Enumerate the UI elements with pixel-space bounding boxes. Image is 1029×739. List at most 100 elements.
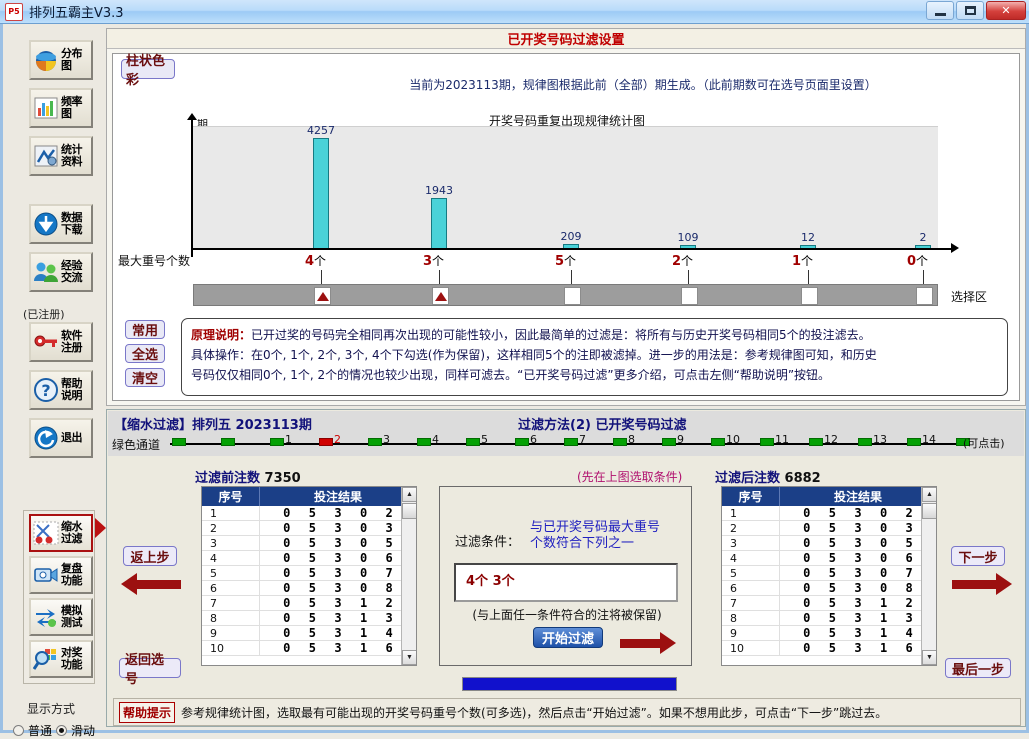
table-row[interactable]: 8 0 5 3 1 3 xyxy=(202,611,416,626)
condition-input[interactable]: 4个 3个 xyxy=(454,563,678,602)
next-step-button[interactable]: 下一步 xyxy=(951,546,1005,566)
selection-checkbox-4[interactable] xyxy=(314,287,331,305)
selection-checkbox-5[interactable] xyxy=(564,287,581,305)
sidebar-item-statistics[interactable]: 统计 资料 xyxy=(29,136,93,176)
scrollbar-thumb[interactable] xyxy=(402,503,416,519)
x-tick-0: 0个 xyxy=(907,254,929,269)
channel-node-13[interactable] xyxy=(858,438,872,446)
digit: 1 xyxy=(879,641,888,655)
table-row[interactable]: 9 0 5 3 1 4 xyxy=(202,626,416,641)
selection-checkbox-3[interactable] xyxy=(432,287,449,305)
chart-container: 柱状色彩 当前为2023113期，规律图根据此前（全部）期生成。（此前期数可在选… xyxy=(112,53,1020,401)
table-row[interactable]: 6 0 5 3 0 8 xyxy=(202,581,416,596)
prev-step-button[interactable]: 返上步 xyxy=(123,546,177,566)
sidebar-item-exit[interactable]: 退出 xyxy=(29,418,93,458)
clear-button[interactable]: 清空 xyxy=(125,368,165,387)
table-row[interactable]: 6 0 5 3 0 8 xyxy=(722,581,936,596)
selection-checkbox-1[interactable] xyxy=(801,287,818,305)
table-row[interactable]: 2 0 5 3 0 3 xyxy=(202,521,416,536)
vertical-scrollbar[interactable]: ▲ ▼ xyxy=(921,487,936,665)
channel-node-8[interactable] xyxy=(613,438,627,446)
bar-color-button[interactable]: 柱状色彩 xyxy=(121,54,175,88)
table-row[interactable]: 5 0 5 3 0 7 xyxy=(202,566,416,581)
before-filter-count: 7350 xyxy=(264,471,301,486)
channel-node-14[interactable] xyxy=(907,438,921,446)
digit: 0 xyxy=(803,566,811,580)
table-row[interactable]: 3 0 5 3 0 5 xyxy=(722,536,936,551)
table-row[interactable]: 10 0 5 3 1 6 xyxy=(722,641,936,656)
sidebar-item-download[interactable]: 数据 下载 xyxy=(29,204,93,244)
digit: 5 xyxy=(308,506,316,520)
table-row[interactable]: 10 0 5 3 1 6 xyxy=(202,641,416,656)
table-row[interactable]: 5 0 5 3 0 7 xyxy=(722,566,936,581)
channel-node-9[interactable] xyxy=(662,438,676,446)
sidebar-item-simulate[interactable]: 模拟 测试 xyxy=(29,598,93,636)
sidebar-item-help[interactable]: ? 帮助 说明 xyxy=(29,370,93,410)
table-row[interactable]: 7 0 5 3 1 2 xyxy=(722,596,936,611)
radio-sliding[interactable] xyxy=(56,725,68,736)
table-row[interactable]: 1 0 5 3 0 2 xyxy=(722,506,936,521)
close-button[interactable]: ✕ xyxy=(986,1,1026,20)
radio-normal[interactable] xyxy=(13,725,24,736)
scroll-down-icon[interactable]: ▼ xyxy=(402,650,416,665)
channel-node-4[interactable] xyxy=(417,438,431,446)
sidebar-item-replay[interactable]: 复盘 功能 xyxy=(29,556,93,594)
channel-node-7[interactable] xyxy=(564,438,578,446)
last-step-button[interactable]: 最后一步 xyxy=(945,658,1011,678)
radio-sliding-label: 滑动 xyxy=(71,724,96,738)
scroll-down-icon[interactable]: ▼ xyxy=(922,650,936,665)
sidebar-item-prize-check[interactable]: 对奖 功能 xyxy=(29,640,93,678)
channel-node[interactable] xyxy=(221,438,235,446)
channel-node-5[interactable] xyxy=(466,438,480,446)
digit: 0 xyxy=(879,536,888,550)
start-filter-button[interactable]: 开始过滤 xyxy=(533,627,603,648)
before-filter-grid[interactable]: 序号 投注结果 1 0 5 3 0 2 2 0 5 3 0 3 3 0 5 3 0 5 4 0 5 3 0 6 5 0 5 3 0 7 6 0 5 3… xyxy=(201,486,417,666)
channel-node-3[interactable] xyxy=(368,438,382,446)
sidebar-item-frequency[interactable]: 频率 图 xyxy=(29,88,93,128)
cell-digits: 0 5 3 0 7 xyxy=(260,566,416,580)
filter-condition-box: 过滤条件： 与已开奖号码最大重号 个数符合下列之一 4个 3个 (与上面任一条件… xyxy=(439,486,692,666)
table-row[interactable]: 1 0 5 3 0 2 xyxy=(202,506,416,521)
selection-checkbox-2[interactable] xyxy=(681,287,698,305)
table-row[interactable]: 4 0 5 3 0 6 xyxy=(202,551,416,566)
table-row[interactable]: 4 0 5 3 0 6 xyxy=(722,551,936,566)
chart-bar-value: 109 xyxy=(677,231,699,244)
chart-bar[interactable]: 4257 xyxy=(307,124,335,249)
cell-digits: 0 5 3 0 2 xyxy=(780,506,936,520)
select-all-button[interactable]: 全选 xyxy=(125,344,165,363)
sidebar-item-register[interactable]: 软件 注册 xyxy=(29,322,93,362)
scroll-up-icon[interactable]: ▲ xyxy=(922,487,936,502)
selection-checkbox-0[interactable] xyxy=(916,287,933,305)
scrollbar-thumb[interactable] xyxy=(922,503,936,519)
scroll-up-icon[interactable]: ▲ xyxy=(402,487,416,502)
table-row[interactable]: 3 0 5 3 0 5 xyxy=(202,536,416,551)
table-row[interactable]: 9 0 5 3 1 4 xyxy=(722,626,936,641)
channel-node-6[interactable] xyxy=(515,438,529,446)
table-row[interactable]: 2 0 5 3 0 3 xyxy=(722,521,936,536)
chart-bar[interactable]: 1943 xyxy=(425,184,453,249)
common-button[interactable]: 常用 xyxy=(125,320,165,339)
after-filter-grid[interactable]: 序号 投注结果 1 0 5 3 0 2 2 0 5 3 0 3 3 0 5 3 0 5 4 0 5 3 0 6 5 0 5 3 0 7 6 0 5 3… xyxy=(721,486,937,666)
sidebar-item-label: 模拟 测试 xyxy=(61,604,83,629)
back-to-select-button[interactable]: 返回选号 xyxy=(119,653,181,687)
table-row[interactable]: 8 0 5 3 1 3 xyxy=(722,611,936,626)
digit: 5 xyxy=(308,581,316,595)
channel-node[interactable] xyxy=(956,438,970,446)
maximize-button[interactable] xyxy=(956,1,984,20)
table-row[interactable]: 7 0 5 3 1 2 xyxy=(202,596,416,611)
channel-node-12[interactable] xyxy=(809,438,823,446)
channel-node-1[interactable] xyxy=(270,438,284,446)
sidebar-item-filter[interactable]: 缩水 过滤 xyxy=(29,514,93,552)
minimize-button[interactable] xyxy=(926,1,954,20)
sidebar-item-distribution[interactable]: 分布 图 xyxy=(29,40,93,80)
vertical-scrollbar[interactable]: ▲ ▼ xyxy=(401,487,416,665)
channel-node-11[interactable] xyxy=(760,438,774,446)
chart-bar[interactable]: 209 xyxy=(561,230,582,249)
start-arrow-icon xyxy=(620,632,676,654)
channel-node[interactable] xyxy=(172,438,186,446)
channel-node-10[interactable] xyxy=(711,438,725,446)
digit: 4 xyxy=(385,626,393,640)
cell-digits: 0 5 3 1 3 xyxy=(780,611,936,625)
channel-node-2[interactable] xyxy=(319,438,333,446)
sidebar-item-community[interactable]: 经验 交流 xyxy=(29,252,93,292)
